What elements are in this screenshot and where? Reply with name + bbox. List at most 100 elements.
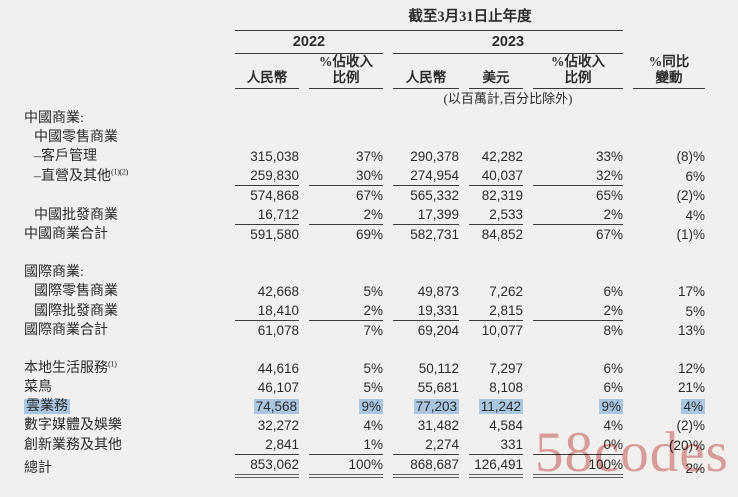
cell-pct-2023: 6% [603, 380, 623, 395]
table-row: 本地生活服務(1) 44,616 5% 50,112 7,297 6% 12% [10, 359, 705, 378]
cell-rmb-2022: 259,830 [235, 166, 299, 186]
cell-usd-2023: 84,852 [481, 227, 523, 242]
cell-rmb-2023: 69,204 [417, 323, 459, 338]
cell-usd-2023: 2,533 [469, 205, 523, 225]
row-label: –直營及其他(1)(2) [34, 166, 128, 184]
year-2023-header: 2023 [393, 31, 623, 54]
cell-yoy: 21% [677, 380, 705, 395]
cell-yoy: 13% [677, 323, 705, 338]
table-row: 中國零售商業 [10, 128, 705, 147]
cell-yoy: 17% [677, 284, 705, 299]
cell-usd-2023: 7,297 [489, 361, 523, 376]
table-row: 574,868 67% 565,332 82,319 65% (2)% [10, 186, 705, 205]
cell-rmb-2023: 31,482 [417, 418, 459, 433]
cell-pct-2023: 67% [595, 227, 623, 242]
unit-note-row: (以百萬計,百分比除外) [10, 89, 705, 109]
table-row: 創新業務及其他 2,841 1% 2,274 331 0% (20)% [10, 435, 705, 455]
row-label: 國際批發商業 [34, 304, 118, 319]
col-header-pct-2022: %佔收入 比例 [309, 54, 383, 89]
table-row: 國際商業合計 61,078 7% 69,204 10,077 8% 13% [10, 321, 705, 340]
col-header-yoy: %同比 變動 [633, 54, 705, 89]
cell-usd-2023: 40,037 [469, 166, 523, 186]
header-spacer [633, 31, 705, 54]
header-columns-row: 人民幣 %佔收入 比例 人民幣 美元 %佔收入 比例 %同比 變動 [10, 54, 705, 89]
cell-pct-2022: 7% [363, 323, 383, 338]
period-title-cell: 截至3月31日止年度 [235, 5, 623, 31]
cell-usd-2023: 82,319 [481, 188, 523, 203]
cell-pct-2023: 4% [603, 418, 623, 433]
cell-usd-2023: 4,584 [489, 418, 523, 433]
header-years-row: 2022 2023 [10, 31, 705, 54]
cell-rmb-2022: 574,868 [250, 188, 299, 203]
cell-pct-2023: 9% [599, 399, 623, 414]
cell-rmb-2022: 2,841 [235, 435, 299, 455]
cell-usd-2023: 2,815 [469, 301, 523, 321]
cell-yoy: 6% [685, 169, 705, 184]
table-row-highlighted: 雲業務 74,568 9% 77,203 11,242 9% 4% [10, 397, 705, 416]
cell-usd-2023: 331 [469, 435, 523, 455]
cell-pct-2022: 67% [355, 188, 383, 203]
cell-rmb-2022: 42,668 [257, 284, 299, 299]
cell-pct-2023: 2% [533, 301, 623, 321]
row-label: 總計 [24, 461, 52, 476]
cell-pct-2023: 6% [603, 361, 623, 376]
row-label: 數字媒體及娛樂 [24, 418, 122, 433]
row-label: 菜鳥 [24, 380, 52, 395]
cell-rmb-2022: 853,062 [235, 455, 299, 478]
cell-pct-2023: 6% [603, 284, 623, 299]
cell-yoy: (2)% [676, 188, 705, 203]
cell-yoy: (2)% [676, 418, 705, 433]
header-spacer [633, 5, 705, 31]
table-row-total: 總計 853,062 100% 868,687 126,491 100% 2% [10, 455, 705, 478]
cell-rmb-2023: 55,681 [417, 380, 459, 395]
cell-pct-2023: 0% [533, 435, 623, 455]
cell-rmb-2022: 591,580 [250, 227, 299, 242]
header-spacer [235, 89, 383, 109]
cell-pct-2022: 5% [363, 361, 383, 376]
row-label: 雲業務 [24, 399, 70, 414]
cell-yoy: (1)% [676, 227, 705, 242]
cell-yoy: (20)% [668, 438, 705, 453]
cell-yoy: (8)% [676, 149, 705, 164]
spacer-row [10, 340, 705, 359]
header-spacer [633, 89, 705, 109]
header-spacer [10, 31, 225, 54]
header-spacer [10, 89, 225, 109]
col-header-usd-2023: 美元 [469, 54, 523, 89]
table-row: 國際批發商業 18,410 2% 19,331 2,815 2% 5% [10, 301, 705, 321]
spacer-row [10, 244, 705, 263]
row-label [10, 186, 225, 205]
cell-pct-2022: 69% [355, 227, 383, 242]
cell-pct-2023: 65% [595, 188, 623, 203]
table-row: 中國商業: [10, 109, 705, 128]
table-row: 菜鳥 46,107 5% 55,681 8,108 6% 21% [10, 378, 705, 397]
cell-rmb-2023: 50,112 [418, 361, 459, 376]
cell-usd-2023: 10,077 [481, 323, 523, 338]
cell-pct-2022: 5% [363, 380, 383, 395]
cell-pct-2022: 30% [309, 166, 383, 186]
cell-rmb-2022: 44,616 [257, 361, 299, 376]
table-row: 中國批發商業 16,712 2% 17,399 2,533 2% 4% [10, 205, 705, 225]
unit-note: (以百萬計,百分比除外) [443, 91, 573, 106]
cell-rmb-2023: 49,873 [417, 284, 459, 299]
header-spacer [10, 54, 225, 89]
row-label: 國際商業合計 [24, 323, 108, 338]
cell-usd-2023: 8,108 [489, 380, 523, 395]
cell-pct-2022: 100% [309, 455, 383, 478]
row-label: 國際商業: [24, 265, 84, 280]
cell-rmb-2022: 46,107 [257, 380, 299, 395]
footnote-marker: (1)(2) [111, 166, 128, 177]
cell-rmb-2023: 19,331 [393, 301, 459, 321]
row-label: 中國零售商業 [34, 130, 118, 145]
cell-yoy: 5% [685, 304, 705, 319]
cell-pct-2023: 8% [603, 323, 623, 338]
cell-pct-2022: 9% [359, 399, 383, 414]
cell-pct-2022: 2% [309, 205, 383, 225]
table-row: 數字媒體及娛樂 32,272 4% 31,482 4,584 4% (2)% [10, 416, 705, 435]
header-period-row: 截至3月31日止年度 [10, 5, 705, 31]
col-header-rmb-2022: 人民幣 [235, 54, 299, 89]
row-label: –客戶管理 [34, 149, 97, 164]
table-row: –直營及其他(1)(2) 259,830 30% 274,954 40,037 … [10, 166, 705, 186]
cell-pct-2022: 1% [309, 435, 383, 455]
